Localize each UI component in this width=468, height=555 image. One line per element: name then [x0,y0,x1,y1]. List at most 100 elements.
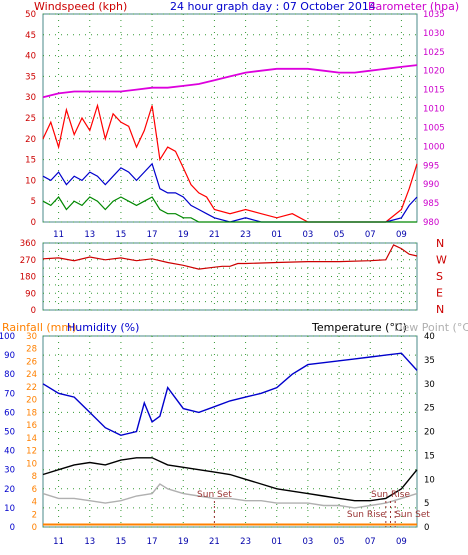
direction-ticks: 0 90 180 270 360 [20,239,36,316]
temperature-tick: 30 [424,380,435,390]
temperature-ticks: 0 5 10 15 20 25 30 35 40 [424,332,435,533]
barometer-tick: 985 [423,199,439,209]
rainfall-tick: 30 [26,332,37,342]
dewpoint-line [42,483,418,509]
humidity-tick: 40 [4,447,15,457]
temperature-tick: 35 [424,356,435,366]
barometer-tick: 1030 [423,29,445,39]
barometer-ticks: 980 985 990 995 1000 1005 1010 1015 1020 1025 1030… [423,10,445,228]
compass-label: E [436,287,443,300]
rainfall-tick: 0 [32,523,37,533]
humidity-tick: 0 [10,523,15,533]
compass-label: W [436,254,447,267]
rainfall-tick: 20 [26,396,37,406]
temperature-tick: 15 [424,451,435,461]
barometer-tick: 1010 [423,105,445,115]
rainfall-tick: 6 [32,485,37,495]
temp-x-tick: 19 [178,537,189,547]
wind-x-tick: 09 [396,230,407,240]
humidity-tick: 30 [4,466,15,476]
wind-series [42,64,418,223]
chart-title: 24 hour graph day : 07 October 2014 [170,0,376,13]
humidity-line [42,352,418,437]
humidity-ticks: 0 10 20 30 40 50 60 70 80 90 100 [0,332,15,533]
direction-tick: 270 [20,256,36,266]
wind-x-tick: 15 [116,230,127,240]
windspeed-tick: 35 [25,72,36,82]
barometer-tick: 1020 [423,67,445,77]
rainfall-tick: 4 [32,498,37,508]
temp-x-tick: 11 [53,537,64,547]
rainfall-tick: 8 [32,472,37,482]
barometer-line [42,64,418,99]
windspeed-tick: 10 [25,176,36,186]
windspeed-tick: 5 [31,197,36,207]
windspeed-tick: 0 [31,218,36,228]
temperature-tick: 20 [424,428,435,438]
temp-series [42,352,418,526]
temp-x-tick: 05 [334,537,345,547]
barometer-tick: 1035 [423,10,445,20]
temp-x-tick: 01 [271,537,282,547]
rainfall-tick: 12 [26,447,37,457]
wind-x-tick: 11 [53,230,64,240]
barometer-tick: 990 [423,180,439,190]
temp-x-tick: 17 [147,537,158,547]
windspeed-ticks: 0 5 10 15 20 25 30 35 40 45 50 [25,10,36,228]
sun-annotation: Sun Set [395,510,430,520]
humidity-tick: 10 [4,504,15,514]
wind-x-tick: 21 [209,230,220,240]
sun-annotation: Sun Set [197,490,232,500]
temperature-tick: 10 [424,475,435,485]
sun-annotations: Sun Set Sun Rise Sun Rise Sun Set [197,490,430,527]
direction-tick: 0 [31,306,36,316]
rainfall-tick: 16 [26,421,37,431]
rainfall-tick: 2 [32,510,37,520]
barometer-tick: 1025 [423,48,445,58]
rainfall-tick: 14 [26,434,37,444]
wind-x-tick: 19 [178,230,189,240]
humidity-tick: 60 [4,408,15,418]
sun-annotation: Sun Rise [371,490,410,500]
temp-x-tick: 15 [116,537,127,547]
wind-x-tick: 17 [147,230,158,240]
temperature-tick: 40 [424,332,435,342]
wind-x-tick: 23 [240,230,251,240]
barometer-tick: 1015 [423,86,445,96]
windspeed-tick: 25 [25,114,36,124]
direction-tick: 360 [20,239,36,249]
rainfall-tick: 28 [26,345,37,355]
rainfall-tick: 18 [26,408,37,418]
temperature-tick: 0 [424,523,429,533]
direction-line [42,244,418,270]
temperature-tick: 25 [424,404,435,414]
direction-tick: 180 [20,273,36,283]
windspeed-tick: 30 [25,93,36,103]
rainfall-axis-label: Rainfall (mm) [2,321,76,334]
windspeed-tick: 40 [25,52,36,62]
windspeed-tick: 45 [25,31,36,41]
rainfall-tick: 10 [26,459,37,469]
humidity-tick: 90 [4,351,15,361]
rainfall-tick: 26 [26,357,37,367]
windspeed-axis-label: Windspeed (kph) [34,0,127,13]
temp-x-tick: 13 [84,537,95,547]
temperature-line [42,457,418,502]
compass-label: N [436,303,444,316]
wind-x-tick: 05 [334,230,345,240]
barometer-tick: 1000 [423,142,445,152]
compass-label: N [436,237,444,250]
temp-x-ticks: 11 13 15 17 19 21 23 01 03 05 07 09 [53,537,407,547]
barometer-tick: 1005 [423,123,445,133]
windspeed-tick: 15 [25,156,36,166]
temp-x-tick: 03 [303,537,314,547]
dewpoint-axis-label: Dew Point (°C) [394,321,468,334]
humidity-tick: 100 [0,332,15,342]
temp-x-tick: 07 [365,537,376,547]
temp-gridlines [43,335,417,528]
low-wind-line [42,196,417,223]
